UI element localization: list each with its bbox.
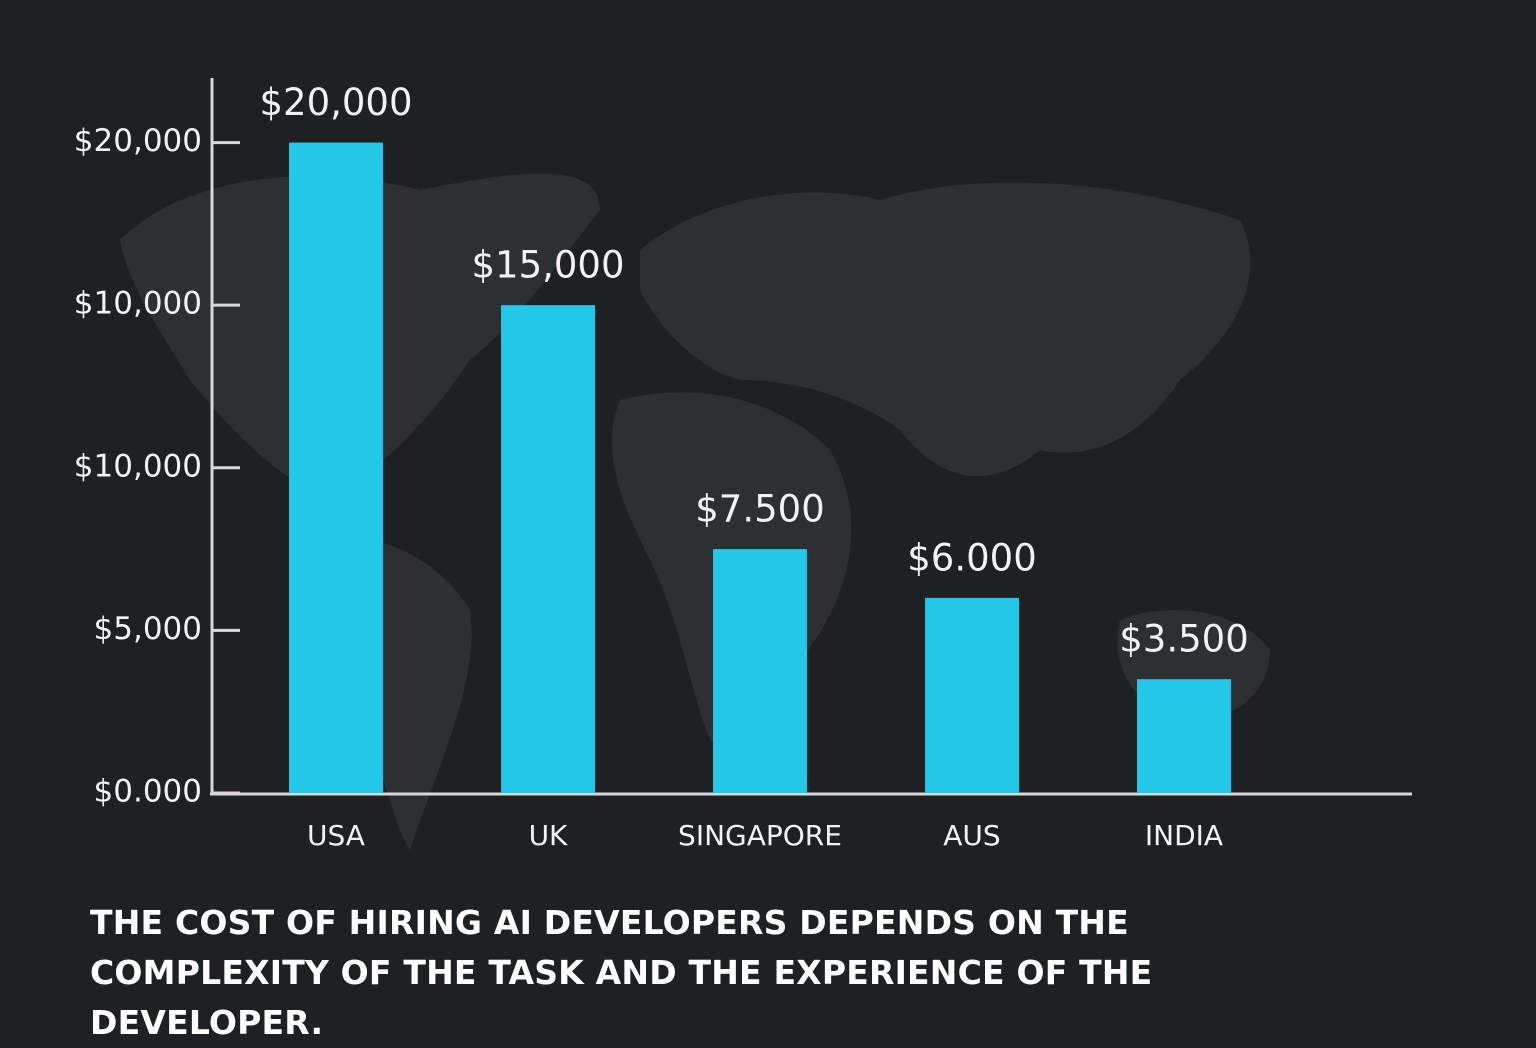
x-tick-label: USA <box>307 819 365 852</box>
page: $0.000 $5,000 $10,000 $10,000 $20,000 USA $20,… <box>73 78 1412 1042</box>
x-tick-label: SINGAPORE <box>678 819 842 852</box>
x-tick-label: AUS <box>943 819 1000 852</box>
bar <box>289 142 383 794</box>
chart: $0.000 $5,000 $10,000 $10,000 $20,000 USA $20,… <box>74 78 1412 852</box>
bar <box>925 597 1019 793</box>
value-label: $3.500 <box>1119 618 1248 661</box>
x-tick-label: UK <box>529 819 568 852</box>
x-tick-label: INDIA <box>1145 819 1223 852</box>
y-tick-label: $10,000 <box>74 286 202 322</box>
bar <box>713 549 807 793</box>
value-label: $20,000 <box>259 81 412 124</box>
bar <box>1137 679 1231 793</box>
value-label: $7.500 <box>695 488 824 531</box>
y-tick-label: $5,000 <box>94 611 202 647</box>
value-label: $15,000 <box>471 244 624 287</box>
bar <box>501 305 595 793</box>
y-tick-label: $10,000 <box>74 448 202 484</box>
caption: THE COST OF HIRING AI DEVELOPERS DEPENDS… <box>90 903 1153 1042</box>
y-tick-label: $0.000 <box>94 774 202 810</box>
y-tick-label: $20,000 <box>74 123 202 159</box>
value-label: $6.000 <box>907 536 1036 579</box>
